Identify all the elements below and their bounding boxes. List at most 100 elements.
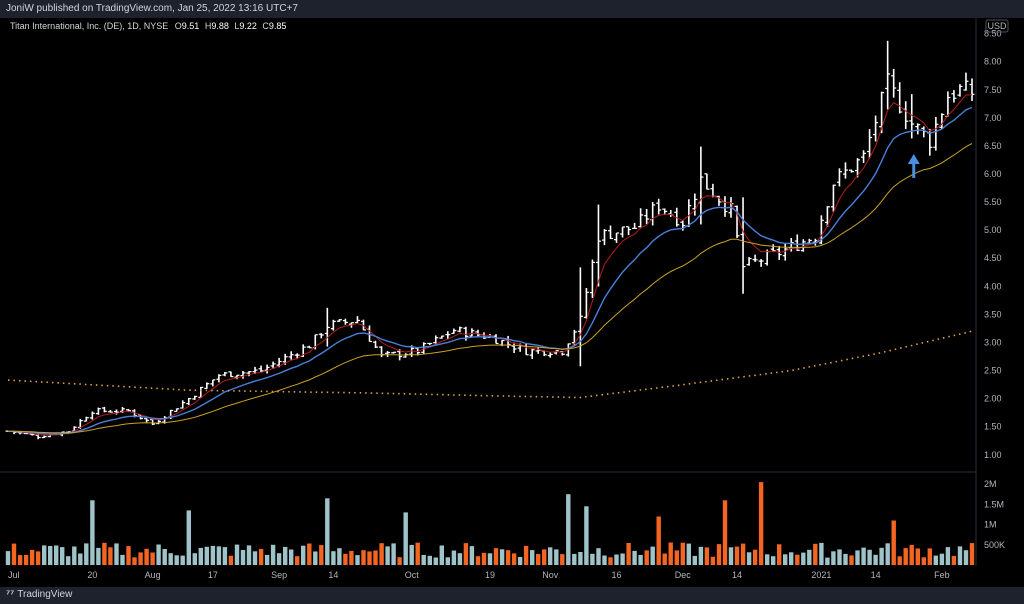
volume-bar bbox=[608, 557, 613, 565]
ohlc-bar bbox=[324, 307, 330, 347]
ohlc-bar bbox=[577, 267, 583, 367]
volume-bar bbox=[409, 544, 414, 565]
ohlc-bar bbox=[553, 350, 559, 355]
volume-bar bbox=[445, 557, 450, 565]
volume-bar bbox=[325, 498, 330, 566]
ohlc-bar bbox=[903, 101, 909, 130]
volume-bar bbox=[355, 555, 360, 565]
volume-bar bbox=[752, 549, 758, 565]
volume-bar bbox=[765, 554, 770, 565]
volume-bar bbox=[578, 552, 583, 565]
volume-bar bbox=[102, 542, 107, 565]
ohlc-bar bbox=[529, 348, 535, 359]
volume-bar bbox=[451, 550, 457, 565]
volume-bar bbox=[11, 543, 17, 565]
ohlc-bar bbox=[794, 234, 800, 252]
ohlc-bar bbox=[240, 371, 246, 379]
ohlc-bar bbox=[710, 183, 716, 198]
volume-bar bbox=[692, 555, 697, 565]
ohlc-bar bbox=[258, 365, 264, 373]
ohlc-bar bbox=[342, 318, 348, 325]
ohlc-bar bbox=[716, 195, 722, 206]
ohlc-bar bbox=[867, 129, 873, 159]
volume-bar bbox=[54, 545, 59, 565]
volume-bar bbox=[789, 552, 794, 565]
volume-bar bbox=[530, 550, 535, 565]
price-tick-label: 6.50 bbox=[984, 141, 1002, 151]
ohlc-bar bbox=[107, 409, 113, 413]
ohlc-bar bbox=[379, 346, 385, 358]
ohlc-bar bbox=[144, 418, 150, 423]
volume-bar bbox=[650, 546, 655, 565]
volume-bar bbox=[487, 553, 493, 565]
ohlc-bar bbox=[656, 198, 662, 215]
volume-bar bbox=[873, 554, 878, 565]
ohlc-bar bbox=[861, 150, 867, 164]
legend-close: 9.85 bbox=[269, 21, 287, 31]
ohlc-bar bbox=[186, 397, 192, 406]
ohlc-bar bbox=[939, 113, 945, 130]
ohlc-bar bbox=[228, 371, 234, 378]
tradingview-logo[interactable]: ⁷⁷ TradingView bbox=[6, 589, 72, 600]
chart[interactable]: 8.00 7.50 7.00 6.50 6.00 5.50 5.00 4.50 4.00 3.50… bbox=[0, 18, 1024, 587]
footer: ⁷⁷ TradingView bbox=[0, 587, 1024, 604]
volume-bar bbox=[951, 555, 957, 565]
volume-bar bbox=[957, 546, 963, 565]
volume-bar bbox=[505, 550, 511, 565]
volume-bar bbox=[264, 554, 270, 565]
volume-bar bbox=[903, 548, 908, 565]
volume-bar bbox=[343, 553, 348, 565]
volume-bar bbox=[927, 548, 932, 565]
ohlc-bar bbox=[83, 416, 89, 422]
ohlc-bar bbox=[824, 206, 830, 228]
volume-bar bbox=[307, 543, 312, 565]
ohlc-bar bbox=[849, 169, 854, 173]
ohlc-bar bbox=[879, 91, 885, 134]
volume-bar bbox=[301, 545, 306, 565]
ohlc-bar bbox=[933, 116, 939, 151]
ohlc-bar bbox=[318, 333, 324, 339]
ohlc-bar bbox=[427, 342, 433, 346]
volume-bar bbox=[849, 555, 854, 565]
ohlc-bar bbox=[945, 91, 951, 118]
sma-200-line bbox=[7, 330, 973, 399]
ohlc-bar bbox=[740, 197, 746, 294]
ohlc-bar bbox=[101, 406, 107, 413]
volume-bar bbox=[523, 545, 529, 565]
volume-bar bbox=[915, 548, 920, 565]
volume-bar bbox=[644, 550, 649, 565]
volume-bar bbox=[783, 554, 788, 565]
volume-bar bbox=[542, 549, 547, 565]
price-tick-label: 1.50 bbox=[984, 422, 1002, 432]
legend-high: 9.88 bbox=[211, 21, 229, 31]
volume-bar bbox=[867, 549, 872, 565]
time-tick-label: 14 bbox=[328, 570, 338, 580]
volume-bar bbox=[499, 549, 505, 565]
ohlc-bar bbox=[589, 259, 595, 298]
volume-bar bbox=[439, 545, 444, 565]
volume-bar bbox=[150, 552, 155, 565]
volume-bar bbox=[740, 543, 746, 565]
volume-bar bbox=[861, 547, 866, 565]
ohlc-bar bbox=[969, 78, 975, 101]
currency-badge[interactable] bbox=[985, 19, 1009, 33]
volume-bar bbox=[17, 555, 23, 565]
tv-logo-icon: ⁷⁷ bbox=[6, 589, 15, 600]
volume-bar bbox=[108, 547, 113, 565]
volume-bar bbox=[96, 547, 101, 565]
volume-tick-label: 1.5M bbox=[984, 499, 1004, 509]
volume-bar bbox=[258, 549, 264, 565]
ohlc-bar bbox=[722, 196, 728, 217]
time-tick-label: 2021 bbox=[811, 570, 831, 580]
volume-bar bbox=[367, 551, 372, 565]
volume-bar bbox=[126, 546, 131, 565]
volume-bar bbox=[963, 550, 969, 565]
volume-bar bbox=[897, 556, 902, 565]
ohlc-bar bbox=[204, 382, 210, 390]
volume-bar bbox=[777, 544, 782, 565]
time-tick-label: 14 bbox=[871, 570, 881, 580]
ohlc-bar bbox=[89, 411, 95, 420]
ohlc-bar bbox=[336, 319, 342, 322]
ohlc-bar bbox=[842, 162, 848, 179]
ohlc-bar bbox=[674, 207, 680, 227]
